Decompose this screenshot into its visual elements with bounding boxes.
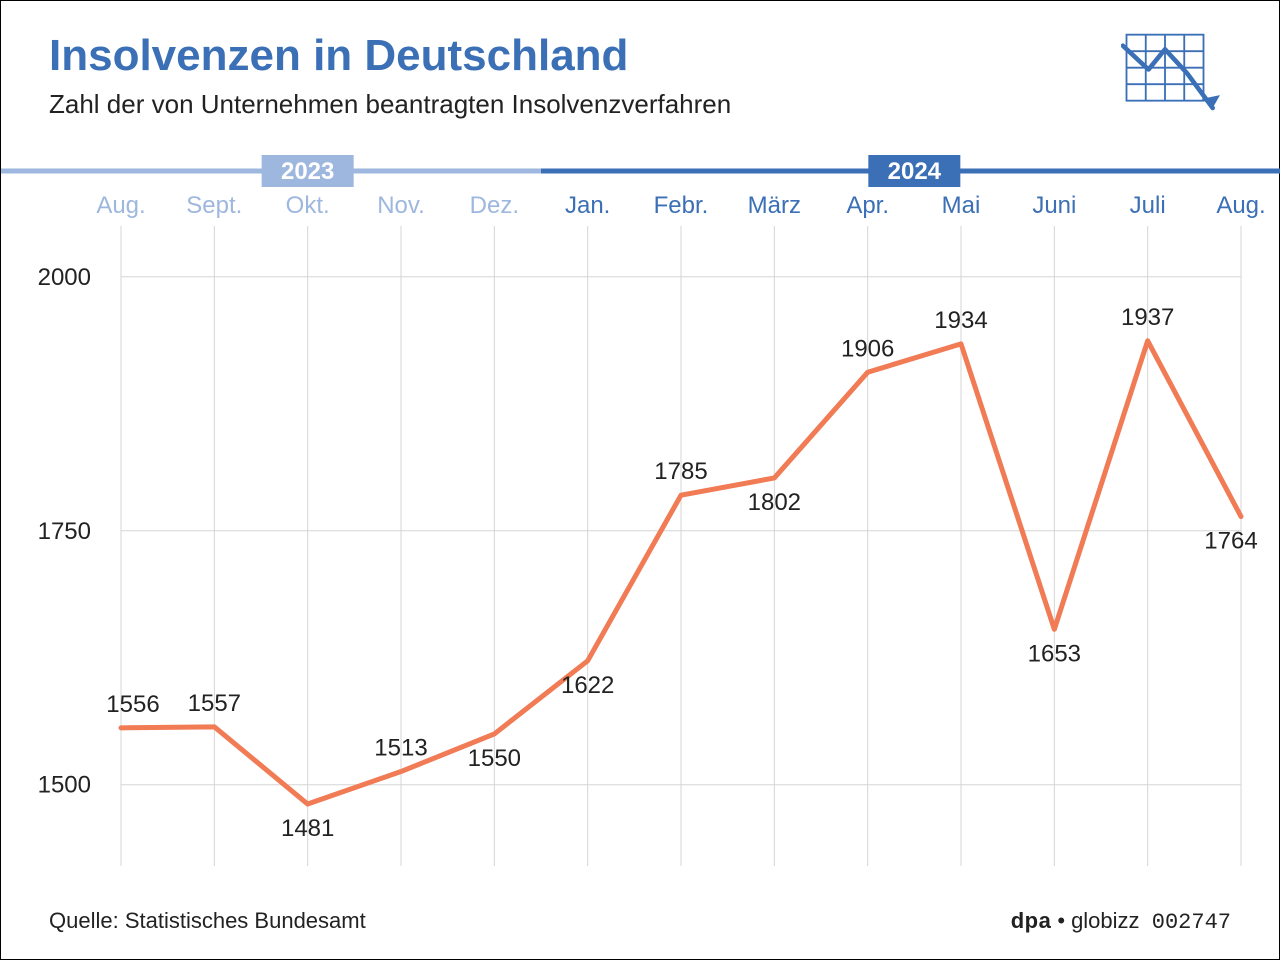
value-label: 1557 xyxy=(188,690,241,717)
y-axis-label: 1750 xyxy=(38,518,91,545)
chart-title: Insolvenzen in Deutschland xyxy=(49,31,1231,81)
year-axis: 2023 2024 xyxy=(1,151,1280,187)
y-axis-label: 1500 xyxy=(38,772,91,799)
x-axis-label: Juni xyxy=(1032,192,1076,219)
credit-globizz: globizz xyxy=(1071,908,1139,933)
value-label: 1906 xyxy=(841,335,894,362)
value-label: 1764 xyxy=(1204,528,1257,555)
x-axis-label: Apr. xyxy=(846,192,889,219)
x-axis-label: Dez. xyxy=(470,192,519,219)
value-label: 1937 xyxy=(1121,304,1174,331)
credits: dpa•globizz 002747 xyxy=(1011,908,1231,935)
source-text: Quelle: Statistisches Bundesamt xyxy=(49,908,366,934)
value-label: 1556 xyxy=(106,691,159,718)
trend-down-chart-icon xyxy=(1121,27,1231,123)
x-axis-label: Mai xyxy=(942,192,981,219)
value-label: 1550 xyxy=(468,745,521,772)
value-label: 1934 xyxy=(934,307,987,334)
chart-header: Insolvenzen in Deutschland Zahl der von … xyxy=(49,31,1231,120)
data-line xyxy=(121,341,1241,804)
x-axis-label: Okt. xyxy=(286,192,330,219)
value-label: 1785 xyxy=(654,458,707,485)
year-label-2024: 2024 xyxy=(888,158,942,185)
line-chart: Aug. Sept. Okt. Nov. Dez. Jan. Febr. März Apr. Ma… xyxy=(1,1,1280,961)
chart-frame: Insolvenzen in Deutschland Zahl der von … xyxy=(0,0,1280,960)
value-label: 1481 xyxy=(281,815,334,842)
value-label: 1802 xyxy=(748,489,801,516)
x-axis-label: Aug. xyxy=(96,192,145,219)
x-axis-label: Sept. xyxy=(186,192,242,219)
year-label-2023: 2023 xyxy=(281,158,334,185)
y-axis-label: 2000 xyxy=(38,264,91,291)
value-label: 1622 xyxy=(561,672,614,699)
x-axis-label: Aug. xyxy=(1216,192,1265,219)
x-axis-label: Febr. xyxy=(654,192,709,219)
footer: Quelle: Statistisches Bundesamt dpa•glob… xyxy=(49,908,1231,935)
x-axis-label: Jan. xyxy=(565,192,610,219)
x-axis-label: Juli xyxy=(1130,192,1166,219)
chart-subtitle: Zahl der von Unternehmen beantragten Ins… xyxy=(49,89,1231,120)
x-axis-label: Nov. xyxy=(377,192,425,219)
credit-id: 002747 xyxy=(1152,910,1231,935)
value-label: 1653 xyxy=(1028,640,1081,667)
x-axis-label: März xyxy=(748,192,801,219)
credit-dpa: dpa xyxy=(1011,908,1052,933)
value-label: 1513 xyxy=(374,735,427,762)
